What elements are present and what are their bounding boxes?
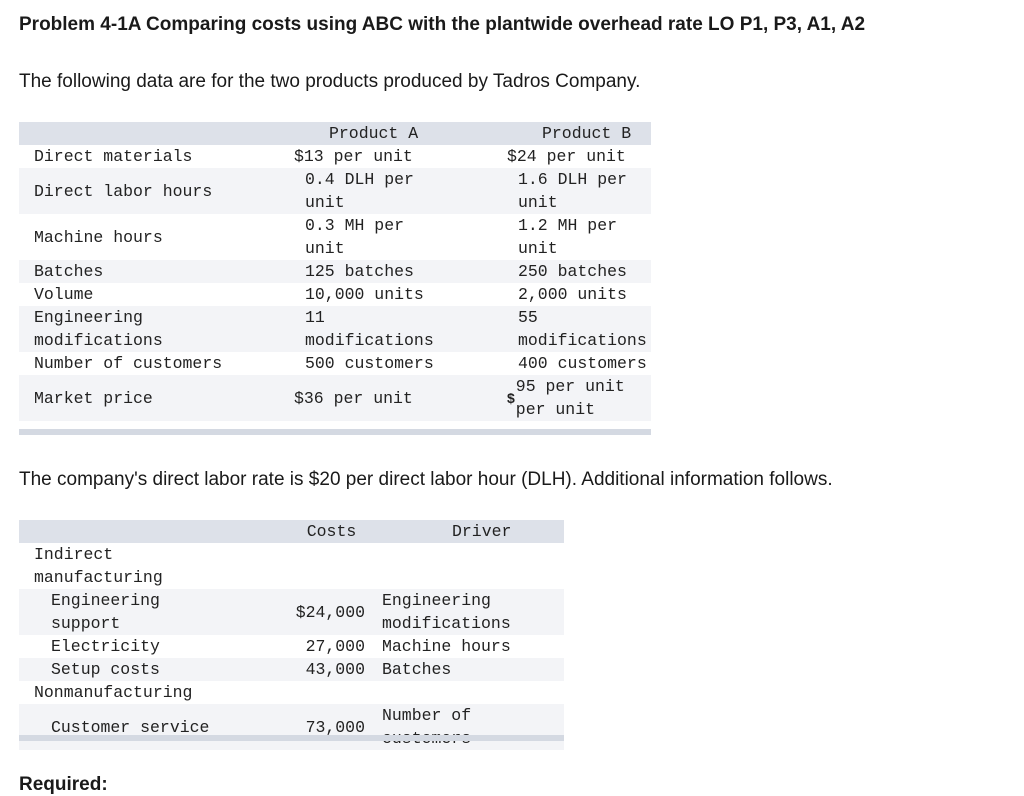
cost-label: Customer service <box>19 704 281 750</box>
product-b-value: $ 95 per unit per unit <box>507 375 651 421</box>
table-row: Electricity 27,000 Machine hours <box>19 635 564 658</box>
cost-value: 43,000 <box>281 658 382 681</box>
page-title: Problem 4-1A Comparing costs using ABC w… <box>19 14 866 35</box>
labor-rate-text: The company's direct labor rate is $20 p… <box>19 469 833 490</box>
product-a-value: 0.3 MH per unit <box>305 216 405 258</box>
table-footer-bar <box>19 429 651 435</box>
section-label: Indirect manufacturing <box>34 545 163 587</box>
cost-value: $24,000 <box>281 589 382 635</box>
table-row: Setup costs 43,000 Batches <box>19 658 564 681</box>
table-header-row: Costs Driver <box>19 520 564 543</box>
cost-value: 73,000 <box>281 704 382 750</box>
overhead-table: Costs Driver Indirect manufacturing Engin… <box>19 520 564 750</box>
cost-driver: Machine hours <box>382 637 511 656</box>
product-a-value: $36 per unit <box>294 375 507 421</box>
table-row: Direct materials $13 per unit $24 per un… <box>19 145 651 168</box>
row-label: Volume <box>34 285 94 304</box>
product-a-value: 11 modifications <box>294 306 507 352</box>
product-a-value: 125 batches <box>294 260 507 283</box>
cost-label: Electricity <box>51 637 160 656</box>
cost-label: Engineering support <box>19 589 281 635</box>
section-row: Indirect manufacturing <box>19 543 564 589</box>
row-label: Batches <box>19 260 294 283</box>
product-b-value: 55 modifications <box>507 306 651 352</box>
table-header-row: Product A Product B <box>19 122 651 145</box>
cost-driver: Batches <box>382 658 564 681</box>
table-row: Engineering modifications 11 modifications… <box>19 306 651 352</box>
row-label: Machine hours <box>34 227 163 247</box>
products-table: Product A Product B Direct materials $13… <box>19 122 651 421</box>
header-product-b: Product B <box>507 122 651 145</box>
product-b-value: 250 batches <box>507 260 651 283</box>
product-a-value: 10,000 units <box>305 285 424 304</box>
product-b-value: 1.2 MH per unit <box>518 216 618 258</box>
cost-value: 27,000 <box>305 637 365 656</box>
table-row: Market price $36 per unit $ 95 per unit p… <box>19 375 651 421</box>
row-label: Direct labor hours <box>19 168 294 214</box>
section-row: Nonmanufacturing <box>19 681 564 704</box>
table-row: Volume 10,000 units 2,000 units <box>19 283 651 306</box>
section-label: Nonmanufacturing <box>34 683 193 702</box>
cost-label: Setup costs <box>19 658 281 681</box>
product-a-value: 0.4 DLH per unit <box>294 168 507 214</box>
table-row: Number of customers 500 customers 400 cu… <box>19 352 651 375</box>
header-driver: Driver <box>382 520 564 543</box>
row-label: Direct materials <box>34 147 193 166</box>
table-row: Direct labor hours 0.4 DLH per unit 1.6 D… <box>19 168 651 214</box>
product-b-value: 1.6 DLH per unit <box>507 168 651 214</box>
cost-driver: Engineering modifications <box>382 589 564 635</box>
row-label: Market price <box>19 375 294 421</box>
intro-text: The following data are for the two produ… <box>19 71 641 92</box>
product-a-value: $13 per unit <box>294 147 413 166</box>
product-b-value: 2,000 units <box>518 285 627 304</box>
required-heading: Required: <box>19 774 108 795</box>
row-label: Engineering modifications <box>19 306 294 352</box>
row-label: Number of customers <box>34 354 223 373</box>
product-b-value: 400 customers <box>518 354 647 373</box>
header-product-a: Product A <box>294 122 507 145</box>
table-row: Batches 125 batches 250 batches <box>19 260 651 283</box>
product-b-value: $24 per unit <box>507 147 626 166</box>
cost-driver: Number of customers <box>382 704 564 750</box>
table-row: Customer service 73,000 Number of custom… <box>19 704 564 750</box>
product-a-value: 500 customers <box>305 354 434 373</box>
currency-symbol: $ <box>507 389 515 406</box>
table-row: Machine hours 0.3 MH per unit 1.2 MH per u… <box>19 214 651 260</box>
table-row: Engineering support $24,000 Engineering mo… <box>19 589 564 635</box>
table-footer-bar <box>19 735 564 741</box>
header-costs: Costs <box>281 520 382 543</box>
